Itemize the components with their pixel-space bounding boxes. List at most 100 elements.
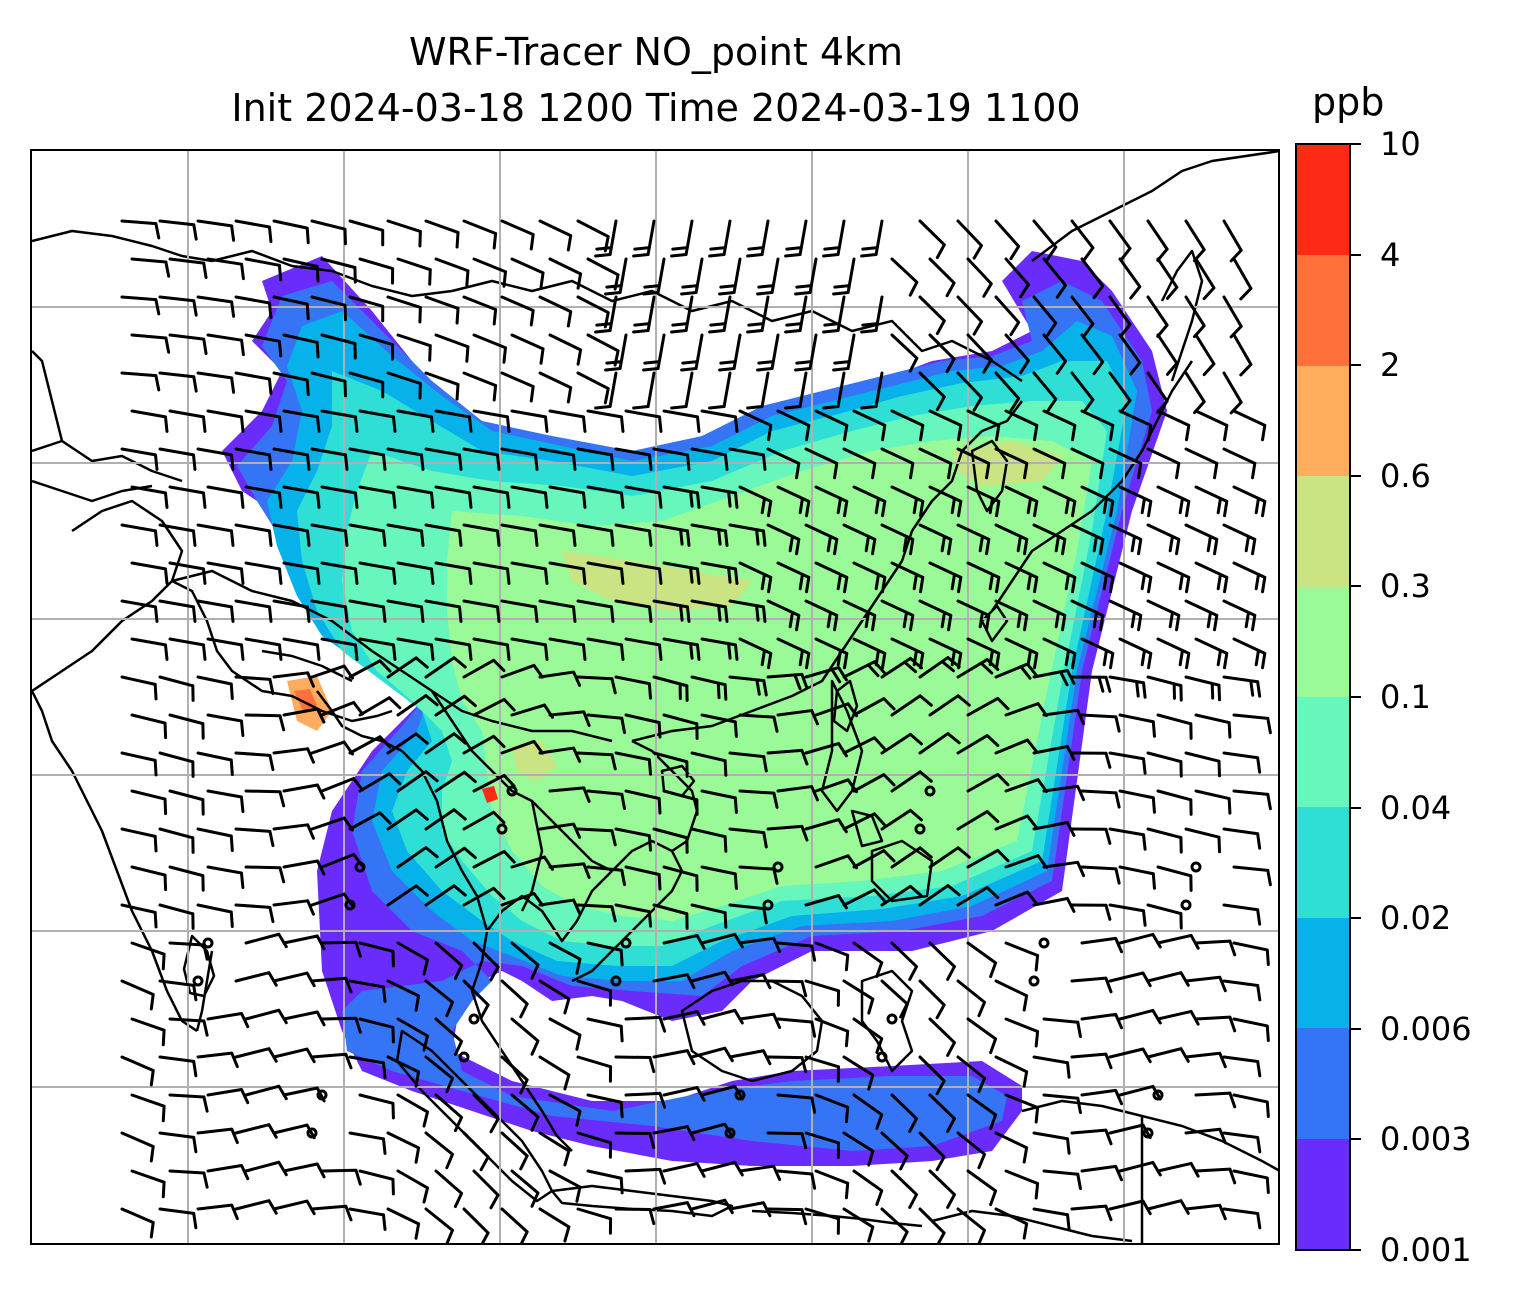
wind-barb [320,485,359,509]
calm-wind-circle-shape [354,861,366,873]
wind-barb [890,941,919,981]
wind-barb [1146,827,1183,854]
wind-barb [310,295,347,322]
wind-barb-shape [320,257,357,284]
wind-barb [1146,1199,1190,1215]
wind-barb-shape [652,447,691,471]
colorbar-tick-label: 0.003 [1380,1120,1472,1159]
wind-barb-shape [348,1131,387,1155]
wind-barb-shape [310,599,349,623]
wind-barb [662,1010,706,1026]
wind-barb-shape [206,561,245,585]
wind-barb-shape [1042,1017,1082,1039]
wind-barb [1032,1207,1071,1231]
wind-barb-shape [1108,675,1147,699]
wind-barb [652,675,689,702]
wind-barb [386,656,429,679]
wind-barb [594,371,618,410]
wind-barb-shape [1118,409,1153,442]
wind-barb [1070,1052,1113,1070]
calm-wind-circle-shape [192,975,204,987]
wind-barb [966,696,1010,717]
wind-barb-shape [1118,789,1156,814]
wind-barb-shape [130,333,171,354]
wind-barb [624,409,663,433]
wind-barb [728,751,768,773]
wind-barb-shape [244,789,286,808]
wind-barb [652,751,689,778]
wind-barb [956,1207,987,1243]
wind-barb [244,1160,288,1177]
wind-barb [1146,523,1181,556]
wind-barb-shape [244,932,288,949]
wind-barb [690,447,729,471]
wind-barb-shape [1070,219,1095,262]
wind-barb-shape [434,1169,464,1209]
wind-barb-shape [272,747,315,764]
wind-barb-shape [386,371,422,400]
colorbar-tick-label: 0.006 [1380,1009,1472,1048]
border-china-north [451,279,1023,383]
wind-barb [1004,257,1030,299]
wind-barb [386,808,429,831]
calm-wind-circle [496,823,508,835]
wind-barb-shape [576,1055,613,1083]
wind-barb [120,523,159,547]
calm-wind-circle [610,975,622,987]
wind-barb [1004,1169,1040,1200]
calm-wind-circle [468,1013,480,1025]
wind-barb [510,485,549,509]
wind-barb-shape [1222,523,1257,556]
wind-barb-shape [1146,1047,1190,1063]
wind-barb-shape [234,1123,278,1139]
wind-barb [614,1207,656,1226]
wind-barb [1070,523,1105,556]
wind-barb [632,295,656,334]
wind-barb [928,409,963,442]
wind-barb-shape [500,447,539,471]
wind-barb-shape [548,409,587,433]
wind-barb-shape [576,1207,613,1235]
wind-barb-shape [1184,827,1221,854]
wind-barb-shape [348,735,392,755]
wind-barb [1222,371,1243,415]
wind-barb [462,1207,490,1243]
wind-barb-shape [168,561,207,585]
wind-barb [206,561,245,585]
wind-barb-shape [320,1168,362,1186]
wind-barb-shape [548,710,591,727]
wind-barb-shape [1232,865,1272,887]
map-subtitle: Init 2024-03-18 1200 Time 2024-03-19 110… [231,86,1081,130]
wind-barb-shape [994,814,1038,831]
wind-barb [1232,941,1270,966]
wind-barb-shape [832,333,856,372]
wind-barb-shape [158,371,198,393]
wind-barb-shape [662,637,701,661]
wind-barb-shape [690,675,728,701]
wind-barb [814,485,849,518]
wind-barb-shape [1232,333,1253,377]
wind-barb-shape [538,219,573,252]
wind-barb [1118,637,1153,670]
calm-wind-circle [316,1089,328,1101]
wind-barb-shape [434,333,470,363]
wind-barb [196,751,234,777]
wind-barb [1232,1169,1270,1194]
wind-barb [206,1088,250,1105]
wind-barb-shape [1118,333,1142,376]
wind-barb [890,333,919,373]
wind-barb [158,295,198,317]
wind-barb [576,219,610,253]
wind-barb [510,941,540,980]
wind-barb [1042,1169,1082,1191]
wind-barb-shape [234,1199,278,1215]
colorbar-tick-label: 10 [1380,125,1421,163]
wind-barb-shape [614,827,653,852]
wind-barb [1070,827,1112,845]
wind-barb-shape [168,713,205,740]
wind-barb-shape [766,824,809,842]
wind-barb [548,1169,582,1203]
calm-wind-circle-shape [202,937,214,949]
wind-barb-shape [700,1160,744,1177]
wind-barb [1222,1207,1262,1230]
